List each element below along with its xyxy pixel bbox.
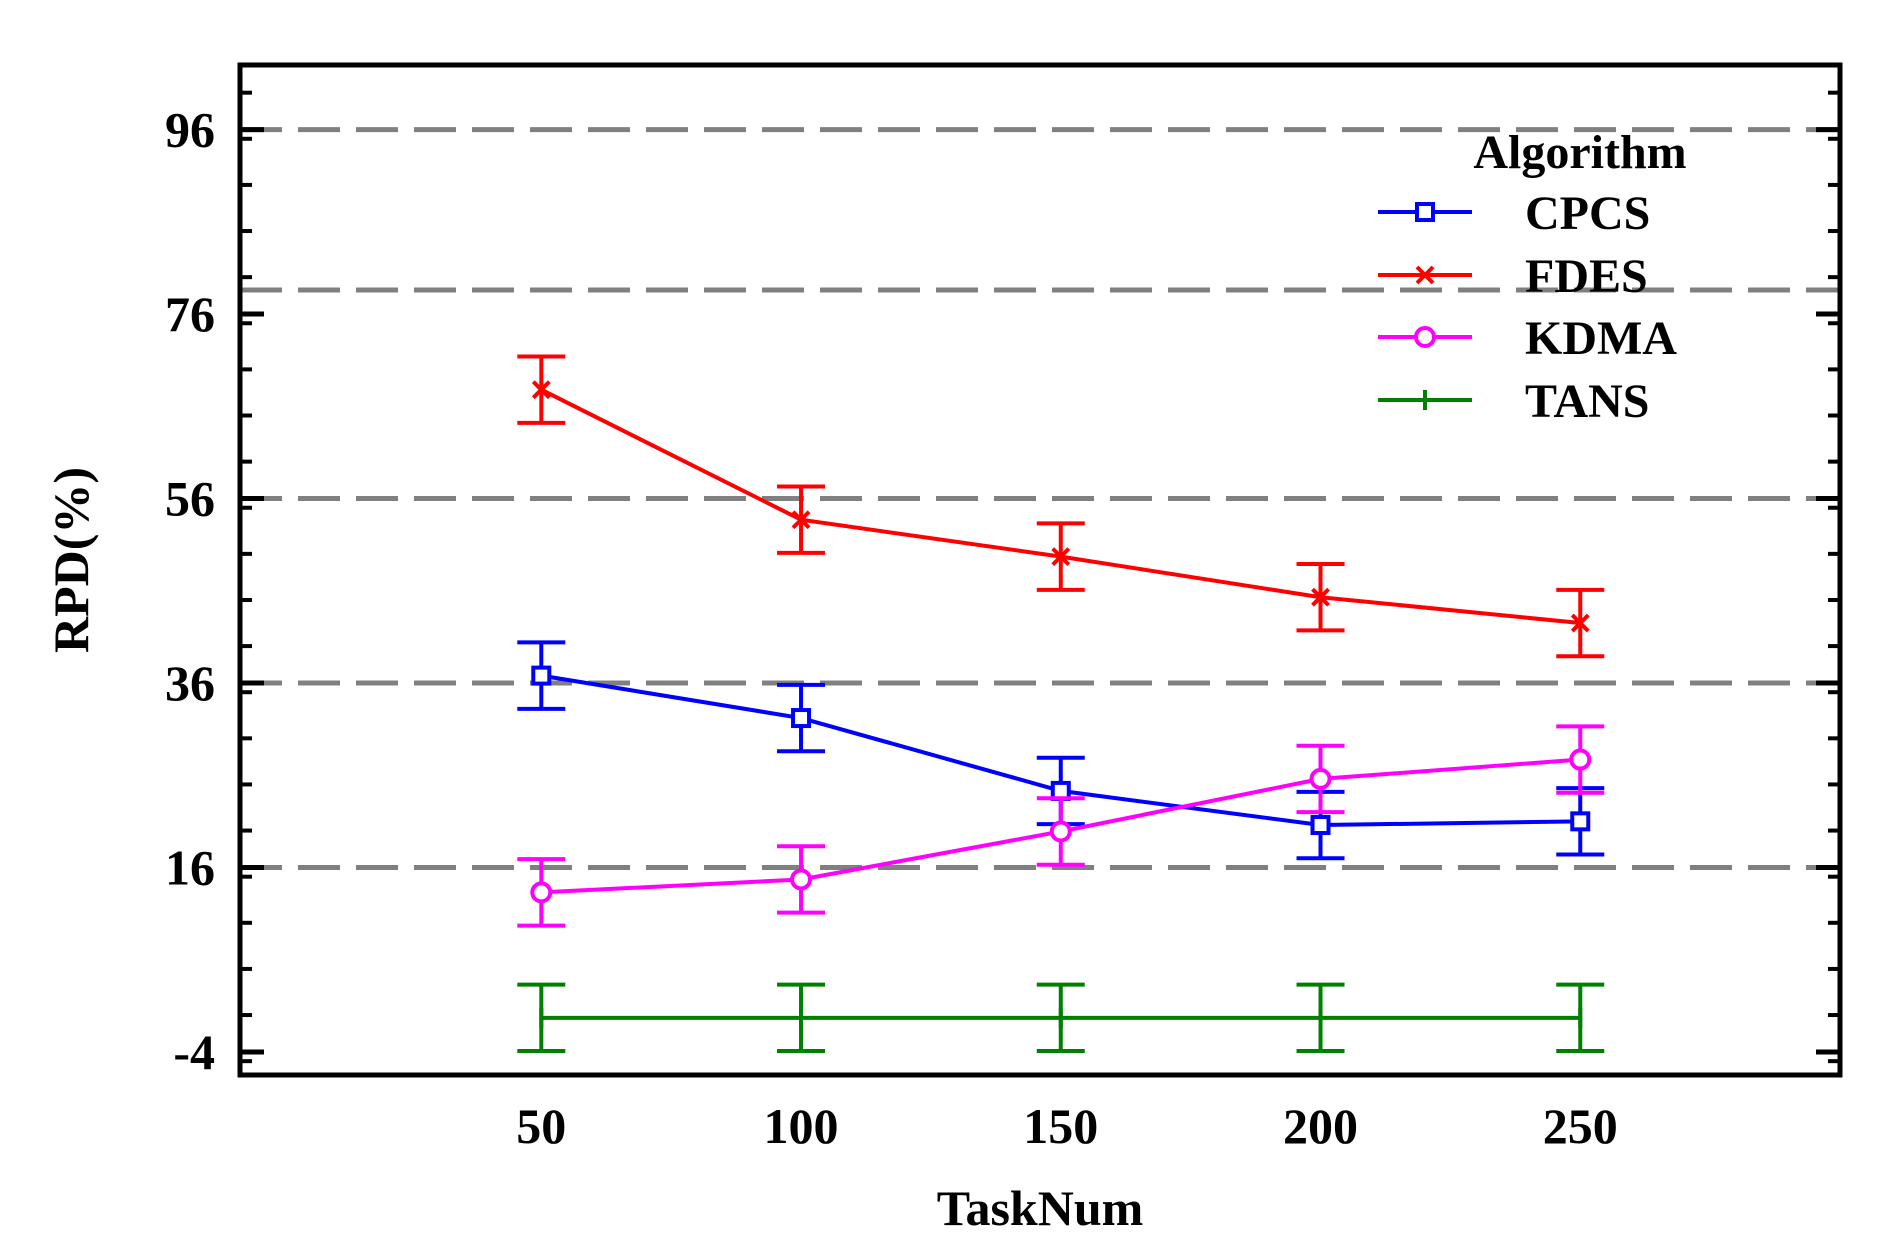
legend: Algorithm CPCS FDES KDMA TANS (1378, 126, 1687, 428)
y-axis-label: RPD(%) (43, 467, 99, 653)
series-cpcs (517, 640, 1605, 861)
legend-label-fdes: FDES (1525, 250, 1648, 303)
data-point-cpcs (1570, 811, 1591, 832)
legend-label-tans: TANS (1525, 375, 1649, 428)
y-tick-label: 76 (165, 286, 215, 342)
data-point-fdes (1051, 547, 1071, 567)
legend-marker-kdma (1414, 326, 1436, 348)
legend-marker-cpcs (1415, 202, 1435, 222)
x-axis: 50 100 150 200 250 (516, 1098, 1617, 1154)
data-point-cpcs (791, 708, 812, 729)
legend-label-cpcs: CPCS (1525, 187, 1650, 240)
legend-label-kdma: KDMA (1525, 312, 1677, 365)
y-tick-label: 16 (165, 839, 215, 895)
y-axis: 96 76 56 36 16 -4 (165, 102, 1840, 1080)
gridlines (240, 127, 1840, 870)
data-point-cpcs (531, 665, 552, 686)
series-kdma (517, 724, 1605, 928)
series-layer (517, 354, 1605, 1054)
plot-frame (237, 62, 1843, 1078)
data-point-kdma (1569, 748, 1592, 771)
data-point-kdma (1309, 767, 1332, 790)
data-point-cpcs (1310, 815, 1331, 836)
data-point-kdma (790, 868, 813, 891)
y-tick-label: 36 (165, 655, 215, 711)
x-axis-label: TaskNum (937, 1180, 1144, 1236)
data-point-kdma (530, 881, 553, 904)
data-point-fdes (1311, 587, 1330, 607)
y-tick-label: -4 (173, 1024, 215, 1080)
x-tick-label: 150 (1023, 1098, 1098, 1154)
x-tick-label: 50 (516, 1098, 566, 1154)
x-tick-label: 250 (1543, 1098, 1618, 1154)
y-tick-label: 56 (165, 471, 215, 527)
data-point-fdes (1570, 613, 1590, 633)
x-tick-label: 100 (764, 1098, 839, 1154)
y-tick-label: 96 (165, 102, 215, 158)
data-point-fdes (791, 510, 811, 530)
data-point-kdma (1049, 820, 1072, 843)
x-tick-label: 200 (1283, 1098, 1358, 1154)
data-point-fdes (531, 380, 551, 400)
series-tans (517, 982, 1605, 1054)
legend-marker-fdes (1415, 265, 1435, 285)
series-fdes (517, 354, 1605, 659)
legend-title: Algorithm (1473, 126, 1686, 179)
